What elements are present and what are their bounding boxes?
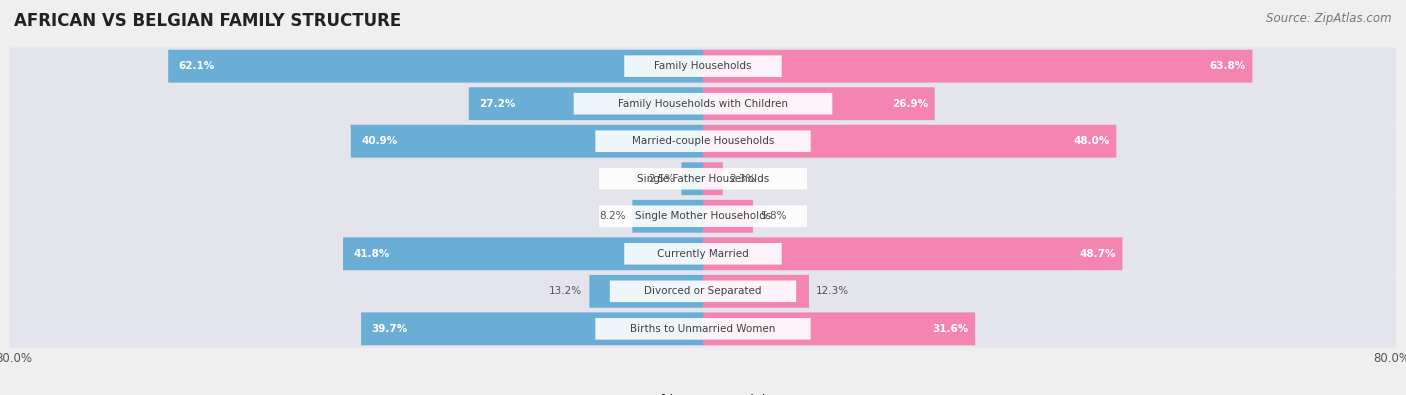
Text: 2.3%: 2.3% <box>730 174 756 184</box>
Text: Births to Unmarried Women: Births to Unmarried Women <box>630 324 776 334</box>
FancyBboxPatch shape <box>624 55 782 77</box>
Text: Married-couple Households: Married-couple Households <box>631 136 775 146</box>
Text: Single Father Households: Single Father Households <box>637 174 769 184</box>
FancyBboxPatch shape <box>589 275 703 308</box>
Text: 27.2%: 27.2% <box>479 99 516 109</box>
FancyBboxPatch shape <box>599 205 807 227</box>
Text: 31.6%: 31.6% <box>932 324 969 334</box>
FancyBboxPatch shape <box>595 130 811 152</box>
FancyBboxPatch shape <box>599 168 807 190</box>
Text: Currently Married: Currently Married <box>657 249 749 259</box>
Text: 62.1%: 62.1% <box>179 61 215 71</box>
FancyBboxPatch shape <box>682 162 703 195</box>
Text: 48.7%: 48.7% <box>1078 249 1115 259</box>
Text: Single Mother Households: Single Mother Households <box>636 211 770 221</box>
FancyBboxPatch shape <box>574 93 832 115</box>
FancyBboxPatch shape <box>169 50 703 83</box>
Text: 2.5%: 2.5% <box>648 174 675 184</box>
FancyBboxPatch shape <box>343 237 703 270</box>
Text: 40.9%: 40.9% <box>361 136 398 146</box>
Text: 39.7%: 39.7% <box>371 324 408 334</box>
FancyBboxPatch shape <box>595 318 811 340</box>
FancyBboxPatch shape <box>703 87 935 120</box>
FancyBboxPatch shape <box>703 125 1116 158</box>
Text: 63.8%: 63.8% <box>1209 61 1246 71</box>
FancyBboxPatch shape <box>703 312 976 345</box>
FancyBboxPatch shape <box>10 85 1396 122</box>
FancyBboxPatch shape <box>10 160 1396 198</box>
FancyBboxPatch shape <box>703 50 1253 83</box>
Text: Divorced or Separated: Divorced or Separated <box>644 286 762 296</box>
FancyBboxPatch shape <box>10 47 1396 85</box>
FancyBboxPatch shape <box>703 200 754 233</box>
Text: Family Households: Family Households <box>654 61 752 71</box>
Text: AFRICAN VS BELGIAN FAMILY STRUCTURE: AFRICAN VS BELGIAN FAMILY STRUCTURE <box>14 12 401 30</box>
FancyBboxPatch shape <box>350 125 703 158</box>
Legend: African, Belgian: African, Belgian <box>624 394 782 395</box>
Text: 12.3%: 12.3% <box>815 286 849 296</box>
FancyBboxPatch shape <box>10 122 1396 160</box>
FancyBboxPatch shape <box>703 237 1122 270</box>
Text: 48.0%: 48.0% <box>1073 136 1109 146</box>
Text: 8.2%: 8.2% <box>599 211 626 221</box>
Text: 41.8%: 41.8% <box>353 249 389 259</box>
Text: 26.9%: 26.9% <box>891 99 928 109</box>
Text: Family Households with Children: Family Households with Children <box>619 99 787 109</box>
Text: 13.2%: 13.2% <box>550 286 582 296</box>
FancyBboxPatch shape <box>468 87 703 120</box>
FancyBboxPatch shape <box>10 198 1396 235</box>
FancyBboxPatch shape <box>633 200 703 233</box>
Text: 5.8%: 5.8% <box>759 211 786 221</box>
FancyBboxPatch shape <box>703 162 723 195</box>
FancyBboxPatch shape <box>361 312 703 345</box>
FancyBboxPatch shape <box>624 243 782 265</box>
FancyBboxPatch shape <box>610 280 796 302</box>
FancyBboxPatch shape <box>10 310 1396 348</box>
FancyBboxPatch shape <box>703 275 808 308</box>
Text: Source: ZipAtlas.com: Source: ZipAtlas.com <box>1267 12 1392 25</box>
FancyBboxPatch shape <box>10 235 1396 273</box>
FancyBboxPatch shape <box>10 273 1396 310</box>
